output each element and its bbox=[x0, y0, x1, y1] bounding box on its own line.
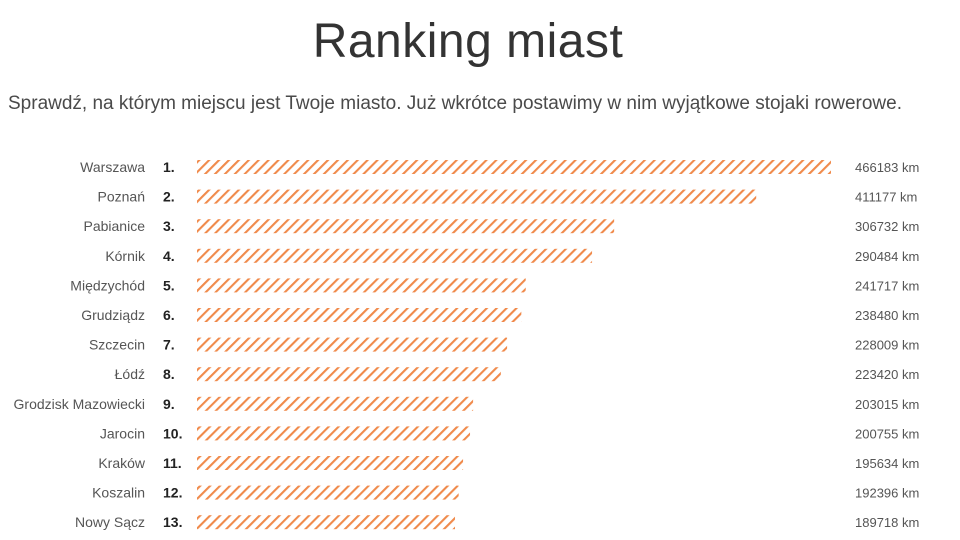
bar bbox=[197, 515, 456, 530]
city-label: Poznań bbox=[98, 189, 145, 205]
rank-label: 11. bbox=[163, 455, 182, 471]
city-label: Warszawa bbox=[80, 159, 145, 175]
ranking-chart-svg: Warszawa 1. 466183 km Poznań 2. 411177 km Pabi… bbox=[14, 159, 920, 530]
bar bbox=[197, 248, 593, 263]
value-label: 223420 km bbox=[855, 367, 919, 382]
city-label: Międzychód bbox=[70, 277, 145, 293]
chart-row: Grodzisk Mazowiecki 9. 203015 km bbox=[14, 396, 920, 412]
city-label: Jarocin bbox=[100, 425, 145, 441]
chart-row: Kórnik 4. 290484 km bbox=[105, 248, 919, 264]
city-label: Pabianice bbox=[84, 218, 146, 234]
rank-label: 1. bbox=[163, 159, 175, 175]
value-label: 290484 km bbox=[855, 249, 919, 264]
chart-row: Pabianice 3. 306732 km bbox=[84, 218, 920, 234]
bar bbox=[197, 456, 464, 470]
rank-label: 3. bbox=[163, 218, 175, 234]
chart-row: Szczecin 7. 228009 km bbox=[89, 337, 919, 353]
bar bbox=[197, 308, 522, 322]
value-label: 306732 km bbox=[855, 219, 919, 234]
chart-row: Łódź 8. 223420 km bbox=[115, 366, 920, 382]
value-label: 228009 km bbox=[855, 338, 919, 353]
city-label: Grudziądz bbox=[81, 307, 145, 323]
value-label: 466183 km bbox=[855, 160, 919, 175]
rank-label: 9. bbox=[163, 396, 175, 412]
rank-label: 2. bbox=[163, 189, 175, 205]
bar bbox=[197, 219, 615, 234]
city-label: Kórnik bbox=[105, 248, 146, 264]
value-label: 238480 km bbox=[855, 308, 919, 323]
bar bbox=[197, 367, 501, 382]
ranking-chart: Warszawa 1. 466183 km Poznań 2. 411177 km Pabi… bbox=[0, 150, 960, 540]
city-label: Łódź bbox=[115, 366, 145, 382]
chart-row: Grudziądz 6. 238480 km bbox=[81, 307, 919, 323]
chart-row: Nowy Sącz 13. 189718 km bbox=[75, 514, 919, 530]
value-label: 189718 km bbox=[855, 515, 919, 530]
chart-row: Kraków 11. 195634 km bbox=[98, 455, 919, 471]
city-label: Szczecin bbox=[89, 337, 145, 353]
value-label: 411177 km bbox=[855, 190, 917, 205]
city-label: Kraków bbox=[98, 455, 146, 471]
value-label: 192396 km bbox=[855, 486, 919, 501]
bar bbox=[197, 278, 526, 293]
value-label: 195634 km bbox=[855, 456, 919, 471]
value-label: 200755 km bbox=[855, 426, 919, 441]
bar bbox=[197, 485, 459, 500]
city-label: Nowy Sącz bbox=[75, 514, 145, 530]
value-label: 203015 km bbox=[855, 397, 919, 412]
rank-label: 13. bbox=[163, 514, 182, 530]
chart-row: Międzychód 5. 241717 km bbox=[70, 277, 919, 293]
bar bbox=[197, 160, 831, 174]
value-label: 241717 km bbox=[855, 278, 919, 293]
city-label: Koszalin bbox=[92, 485, 145, 501]
bar bbox=[197, 426, 471, 441]
rank-label: 5. bbox=[163, 277, 175, 293]
chart-row: Poznań 2. 411177 km bbox=[98, 189, 918, 205]
rank-label: 12. bbox=[163, 485, 182, 501]
bar bbox=[197, 189, 757, 204]
bar bbox=[197, 337, 508, 352]
chart-row: Koszalin 12. 192396 km bbox=[92, 485, 919, 501]
rank-label: 8. bbox=[163, 366, 175, 382]
chart-row: Warszawa 1. 466183 km bbox=[80, 159, 919, 175]
city-label: Grodzisk Mazowiecki bbox=[14, 396, 145, 412]
page-title: Ranking miast bbox=[312, 15, 624, 68]
rank-label: 6. bbox=[163, 307, 175, 323]
rank-label: 10. bbox=[163, 425, 182, 441]
bar bbox=[197, 396, 474, 411]
chart-row: Jarocin 10. 200755 km bbox=[100, 425, 919, 441]
page-subtitle: Sprawdź, na którym miejscu jest Twoje mi… bbox=[8, 93, 902, 114]
rank-label: 4. bbox=[163, 248, 175, 264]
rank-label: 7. bbox=[163, 337, 175, 353]
